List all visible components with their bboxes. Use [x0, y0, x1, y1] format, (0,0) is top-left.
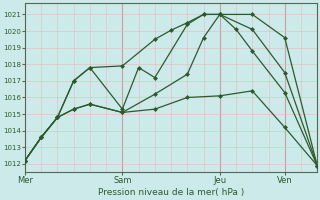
- X-axis label: Pression niveau de la mer( hPa ): Pression niveau de la mer( hPa ): [98, 188, 244, 197]
